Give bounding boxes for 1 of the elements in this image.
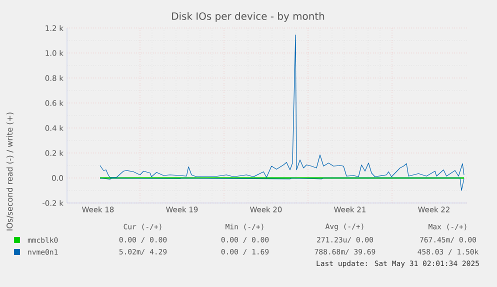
chart-title: Disk IOs per device - by month — [172, 12, 324, 22]
